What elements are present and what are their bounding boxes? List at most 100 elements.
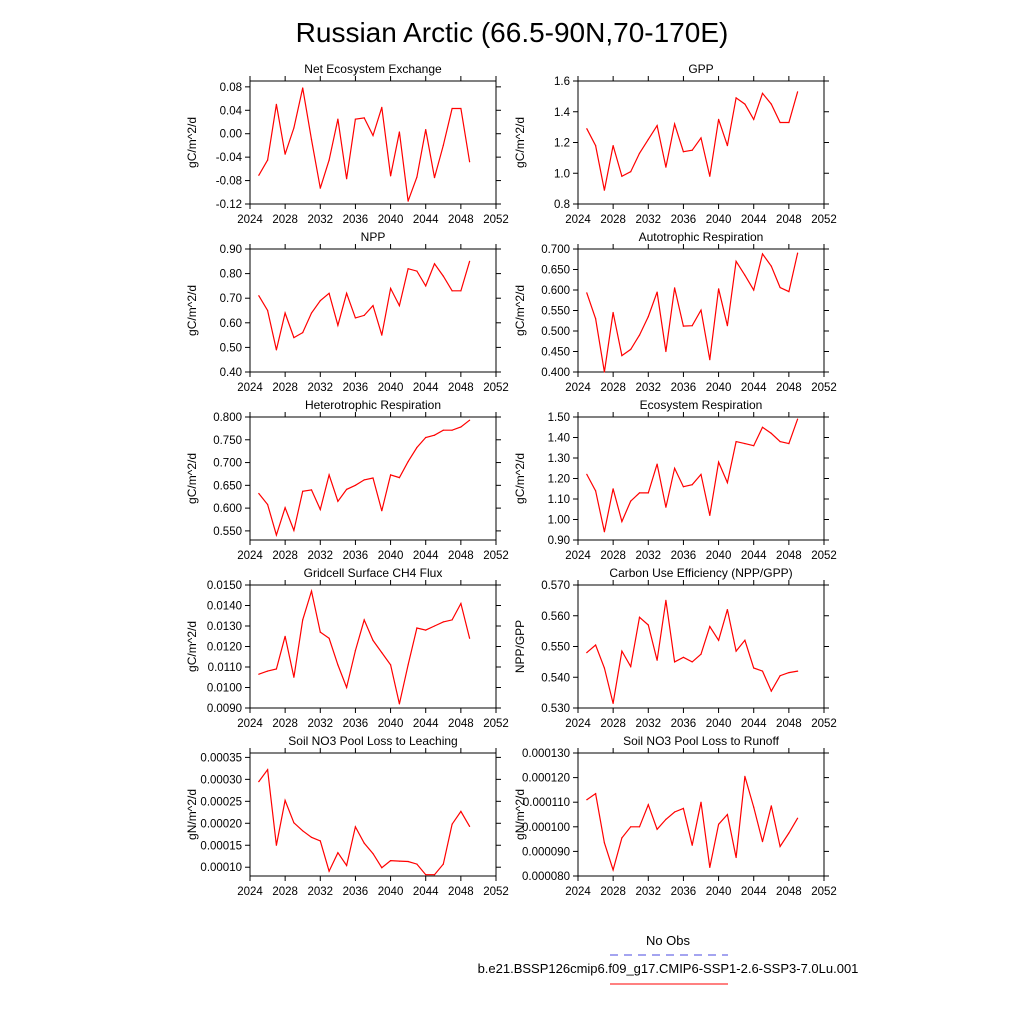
y-tick-label: 0.800 [213, 412, 242, 424]
x-tick-label: 2032 [635, 550, 661, 562]
data-point [788, 832, 790, 834]
x-tick-label: 2036 [671, 550, 697, 562]
y-tick-label: 1.30 [548, 453, 570, 465]
data-point [691, 844, 693, 846]
y-tick-label: 0.60 [220, 318, 242, 330]
data-point [665, 350, 667, 353]
data-point [354, 650, 356, 652]
data-point [770, 103, 772, 105]
x-tick-label: 2048 [776, 550, 802, 562]
data-point [735, 260, 737, 262]
data-point [709, 175, 711, 177]
data-point [346, 292, 348, 294]
data-point [416, 446, 418, 449]
x-tick-label: 2032 [307, 214, 333, 226]
y-tick-label: 0.0130 [207, 621, 242, 633]
data-point [442, 275, 444, 277]
x-tick-label: 2032 [635, 382, 661, 394]
y-axis-label: gC/m^2/d [185, 621, 199, 672]
data-point [744, 103, 746, 105]
data-point [258, 673, 260, 675]
data-point [337, 324, 339, 326]
data-point [319, 631, 321, 633]
data-point [761, 670, 764, 672]
data-point [656, 463, 658, 465]
data-point [691, 325, 693, 327]
y-tick-label: 0.650 [213, 480, 242, 492]
chart-panel: Gridcell Surface CH4 Flux gC/m^2/d 0.0090 0… [185, 566, 509, 730]
data-point [372, 305, 374, 307]
y-axis-label: gC/m^2/d [513, 453, 527, 504]
data-point [451, 429, 453, 431]
y-tick-label: 0.90 [220, 244, 242, 256]
y-tick-label: 1.50 [548, 412, 570, 424]
y-tick-label: 0.000100 [522, 822, 570, 834]
series-line [586, 91, 799, 191]
data-point [433, 625, 436, 627]
data-point [390, 287, 392, 289]
x-tick-label: 2044 [741, 718, 767, 730]
plot-frame [577, 752, 825, 877]
x-tick-label: 2040 [378, 214, 404, 226]
y-tick-label: 0.00035 [200, 752, 242, 764]
data-point [337, 118, 339, 120]
x-tick-label: 2044 [413, 886, 439, 898]
data-point [647, 492, 649, 494]
data-point [665, 166, 667, 168]
data-point [302, 830, 304, 832]
y-tick-label: 0.0150 [207, 580, 242, 592]
data-point [638, 334, 641, 336]
data-point [381, 867, 383, 869]
series-line [258, 261, 471, 351]
data-point [258, 174, 260, 176]
data-point [603, 667, 606, 669]
y-tick-label: 1.40 [548, 433, 570, 445]
data-point [709, 625, 711, 628]
series-line [258, 588, 471, 705]
data-point [595, 793, 597, 795]
data-point [726, 813, 729, 816]
data-point [753, 806, 755, 808]
data-point [293, 337, 295, 339]
data-point [595, 318, 597, 320]
data-point [469, 419, 471, 421]
data-point [293, 676, 295, 678]
panel-title: Net Ecosystem Exchange [304, 62, 442, 76]
data-point [302, 490, 304, 492]
y-tick-label: 0.0110 [208, 662, 242, 674]
data-point [293, 127, 295, 129]
data-point [735, 97, 737, 99]
y-tick-label: 0.550 [541, 642, 570, 654]
x-tick-label: 2032 [307, 886, 333, 898]
x-tick-label: 2044 [741, 214, 767, 226]
data-point [425, 129, 427, 131]
data-point [346, 488, 348, 490]
data-point [700, 473, 702, 475]
data-point [718, 288, 720, 290]
data-point [363, 619, 365, 621]
x-tick-label: 2052 [483, 550, 509, 562]
x-tick-label: 2040 [706, 718, 732, 730]
data-point [621, 355, 623, 357]
y-tick-label: 0.00 [220, 129, 242, 141]
y-tick-label: 1.00 [548, 515, 570, 527]
data-point [381, 334, 383, 336]
x-tick-label: 2024 [237, 382, 263, 394]
x-tick-label: 2040 [706, 382, 732, 394]
data-point [586, 799, 588, 801]
data-point [275, 844, 277, 846]
data-point [726, 325, 729, 327]
data-point [674, 287, 676, 289]
data-point [346, 864, 348, 867]
series-line [586, 600, 798, 704]
y-axis-label: gN/m^2/d [513, 789, 527, 840]
y-tick-label: 0.70 [220, 293, 242, 305]
data-point [267, 159, 269, 161]
x-tick-label: 2040 [378, 886, 404, 898]
series-line [258, 768, 471, 876]
y-tick-label: 0.00030 [200, 774, 242, 786]
x-tick-label: 2048 [448, 214, 474, 226]
data-point [407, 200, 409, 202]
y-tick-label: 1.0 [554, 168, 570, 180]
y-axis-label: gC/m^2/d [185, 285, 199, 336]
